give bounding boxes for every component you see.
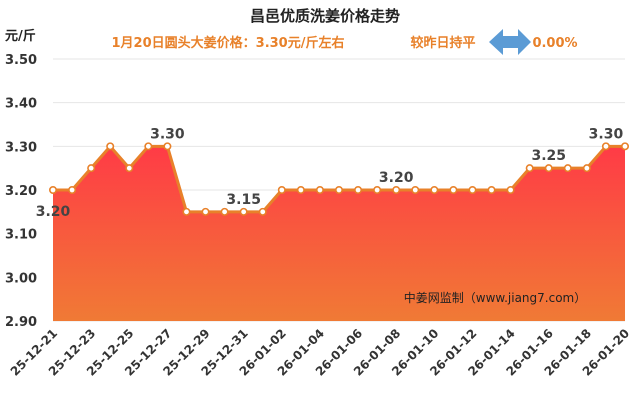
data-label: 3.15 [226,192,261,208]
data-label: 3.20 [36,204,71,220]
data-point [373,186,382,195]
data-point [239,207,248,216]
change-percent: 0.00% [532,36,577,51]
data-point [296,186,305,195]
data-labels: 3.20 3.30 3.15 3.20 3.25 3.30 [36,126,624,220]
data-point [354,186,363,195]
y-tick-label: 3.00 [5,271,37,286]
data-point [144,142,153,151]
chart-subtitle: 1月20日圆头大姜价格：3.30元/斤左右 [112,35,345,51]
data-point [449,186,458,195]
watermark: 中姜网监制（www.jiang7.com） [404,290,586,305]
data-label: 3.30 [150,126,185,142]
y-axis-ticks: 3.50 3.40 3.30 3.20 3.10 3.00 2.90 [5,53,37,330]
data-point [125,164,134,173]
data-label: 3.30 [589,126,624,142]
y-tick-label: 2.90 [5,315,37,330]
y-tick-label: 3.10 [5,228,37,243]
data-point [544,164,553,173]
data-point [48,186,57,195]
y-tick-label: 3.40 [5,97,37,112]
y-axis-unit: 元/斤 [5,28,36,44]
data-point [182,207,191,216]
data-point [163,142,172,151]
y-tick-label: 3.50 [5,53,37,68]
chart-title: 昌邑优质洗姜价格走势 [250,7,400,25]
data-point [525,164,534,173]
data-point [620,142,629,151]
data-point [468,186,477,195]
data-point [106,142,115,151]
data-point [506,186,515,195]
y-tick-label: 3.20 [5,184,37,199]
data-points [48,142,629,216]
data-point [201,207,210,216]
double-arrow-icon [489,29,531,55]
data-point [411,186,420,195]
data-point [430,186,439,195]
price-area [53,146,625,321]
data-point [87,164,96,173]
data-point [315,186,324,195]
data-point [277,186,286,195]
data-point [68,186,77,195]
data-point [258,207,267,216]
y-tick-label: 3.30 [5,140,37,155]
data-label: 3.25 [531,148,566,164]
x-axis-ticks: 25-12-2125-12-2325-12-2525-12-2725-12-29… [8,326,632,378]
price-area-fill [53,146,625,321]
data-point [582,164,591,173]
data-point [487,186,496,195]
data-point [601,142,610,151]
change-status: 较昨日持平 [410,35,475,51]
data-point [334,186,343,195]
data-label: 3.20 [379,170,414,186]
data-point [563,164,572,173]
data-point [220,207,229,216]
data-point [392,186,401,195]
